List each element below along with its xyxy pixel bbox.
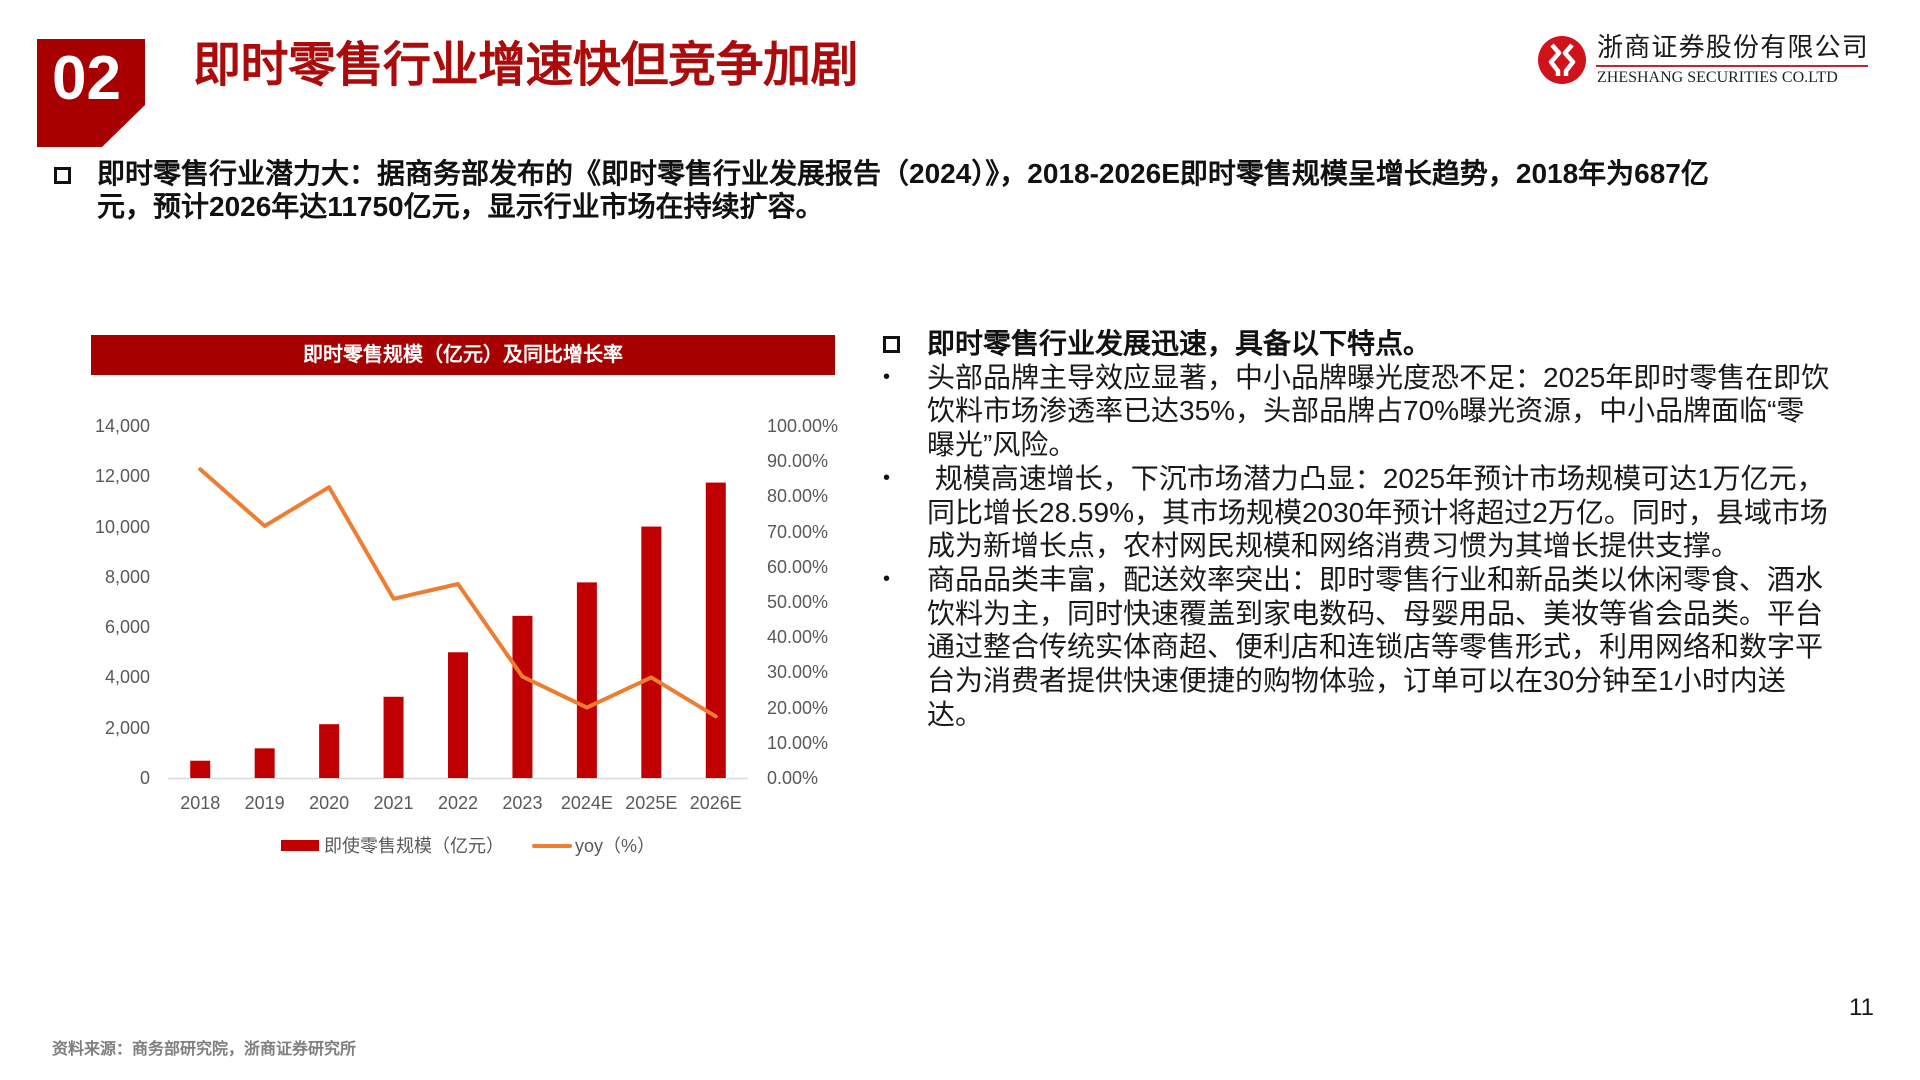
y-left-tick-label: 8,000	[104, 566, 150, 587]
section-number: 02	[52, 44, 121, 113]
y-left-tick-label: 6,000	[104, 617, 150, 638]
feature-bullet: • 商品品类丰富，配送效率突出：即时零售行业和新品类以休闲零食、酒水 饮料为主，…	[883, 563, 1829, 732]
intro-paragraph: 即时零售行业潜力大：据商务部发布的《即时零售行业发展报告（2024）》，2018…	[97, 157, 1709, 223]
feature-line: 规模高速增长，下沉市场潜力凸显：2025年预计市场规模可达1万亿元，	[927, 462, 1825, 494]
y-left-tick-label: 4,000	[104, 667, 150, 688]
feature-line: 成为新增长点，农村网民规模和网络消费习惯为其增长提供支撑。	[927, 530, 1740, 562]
intro-line: 元，预计2026年达11750亿元，显示行业市场在持续扩容。	[97, 191, 824, 222]
x-tick-label: 2020	[309, 793, 350, 813]
section-number-badge: 02	[37, 39, 145, 147]
y-right-tick-label: 30.00%	[767, 662, 829, 683]
y-right-tick-label: 0.00%	[767, 768, 819, 788]
x-tick-label: 2025E	[625, 793, 678, 813]
page-number: 11	[1849, 994, 1874, 1021]
x-tick-label: 2021	[373, 793, 414, 813]
feature-bullet: • 规模高速增长，下沉市场潜力凸显：2025年预计市场规模可达1万亿元， 同比增…	[883, 462, 1829, 563]
features-heading: 即时零售行业发展迅速，具备以下特点。	[927, 328, 1432, 359]
feature-line: 饮料为主，同时快速覆盖到家电数码、母婴用品、美妆等省会品类。平台	[927, 597, 1824, 629]
features-section: 即时零售行业发展迅速，具备以下特点。 • 头部品牌主导效应显著，中小品牌曝光度恐…	[883, 327, 1830, 732]
bullet-dot-icon: •	[883, 466, 891, 489]
bar-2023	[512, 615, 533, 778]
x-tick-label: 2024E	[560, 793, 613, 813]
chart-plot	[168, 467, 748, 780]
y-left-tick-label: 12,000	[94, 466, 150, 487]
combo-chart: 即使零售规模（亿元） yoy（%） 0 2,000 4,000 6,000 8,000 1…	[60, 400, 880, 870]
bar-2025E	[641, 526, 662, 778]
x-tick-label: 2019	[244, 793, 285, 813]
y-right-tick-label: 20.00%	[767, 697, 829, 718]
company-name-cn: 浙商证券股份有限公司	[1597, 33, 1870, 62]
y-left-tick-label: 14,000	[94, 416, 150, 436]
x-tick-label: 2022	[437, 793, 479, 813]
square-bullet-icon	[883, 336, 900, 353]
zheshang-securities-logo-icon	[1538, 36, 1586, 84]
legend-line-swatch-icon	[532, 844, 572, 848]
feature-bullet: • 头部品牌主导效应显著，中小品牌曝光度恐不足：2025年即时零售在即饮 饮料市…	[883, 361, 1830, 462]
bar-2026E	[705, 482, 726, 778]
feature-line: 通过整合传统实体商超、便利店和连锁店等零售形式，利用网络和数字平	[927, 631, 1824, 663]
logo-divider	[1596, 65, 1868, 67]
x-tick-label: 2018	[180, 793, 221, 813]
company-name-en: ZHESHANG SECURITIES CO.LTD	[1597, 69, 1838, 86]
bar-2021	[383, 696, 404, 778]
bar-2022	[448, 652, 468, 778]
legend-label-size: 即使零售规模（亿元）	[324, 836, 504, 856]
square-bullet-icon	[54, 167, 71, 184]
y-right-tick-label: 90.00%	[767, 451, 829, 472]
badge-shape-icon	[37, 39, 145, 147]
y-right-tick-label: 80.00%	[767, 486, 829, 507]
bar-2020	[319, 724, 340, 778]
source-footnote: 资料来源：商务部研究院，浙商证券研究所	[52, 1041, 357, 1058]
y-right-tick-label: 70.00%	[767, 521, 829, 542]
x-tick-label: 2026E	[689, 793, 742, 813]
yoy-line	[198, 467, 718, 719]
feature-line: 达。	[927, 698, 984, 730]
company-logo: 浙商证券股份有限公司 ZHESHANG SECURITIES CO.LTD	[1537, 30, 1877, 92]
feature-line: 同比增长28.59%，其市场规模2030年预计将超过2万亿。同时，县域市场	[927, 496, 1828, 528]
bar-2019	[254, 748, 275, 778]
y-right-tick-label: 100.00%	[767, 416, 839, 436]
feature-line: 头部品牌主导效应显著，中小品牌曝光度恐不足：2025年即时零售在即饮	[927, 361, 1830, 393]
page-title: 即时零售行业增速快但竞争加剧	[193, 39, 859, 92]
y-left-tick-label: 2,000	[104, 717, 150, 738]
y-right-tick-label: 60.00%	[767, 556, 829, 577]
feature-line: 曝光”风险。	[927, 429, 1077, 461]
y-right-tick-label: 40.00%	[767, 627, 829, 648]
feature-line: 商品品类丰富，配送效率突出：即时零售行业和新品类以休闲零食、酒水	[927, 563, 1824, 595]
legend-label-yoy: yoy（%）	[575, 836, 656, 856]
bullet-dot-icon: •	[883, 567, 891, 590]
x-tick-label: 2023	[502, 793, 543, 813]
y-right-tick-label: 50.00%	[767, 592, 829, 612]
y-left-tick-label: 0	[139, 768, 150, 788]
chart-title: 即时零售规模（亿元）及同比增长率	[91, 335, 835, 375]
y-left-tick-label: 10,000	[94, 516, 150, 537]
bar-2018	[190, 760, 211, 778]
feature-line: 台为消费者提供快速便捷的购物体验，订单可以在30分钟至1小时内送	[927, 665, 1786, 697]
bullet-dot-icon: •	[883, 365, 891, 388]
bar-2024E	[576, 582, 597, 778]
y-right-tick-label: 10.00%	[767, 732, 829, 753]
intro-line: 即时零售行业潜力大：据商务部发布的《即时零售行业发展报告（2024）》，2018…	[97, 158, 1709, 189]
legend-bar-swatch-icon	[281, 840, 319, 851]
feature-line: 饮料市场渗透率已达35%，头部品牌占70%曝光资源，中小品牌面临“零	[927, 395, 1805, 427]
